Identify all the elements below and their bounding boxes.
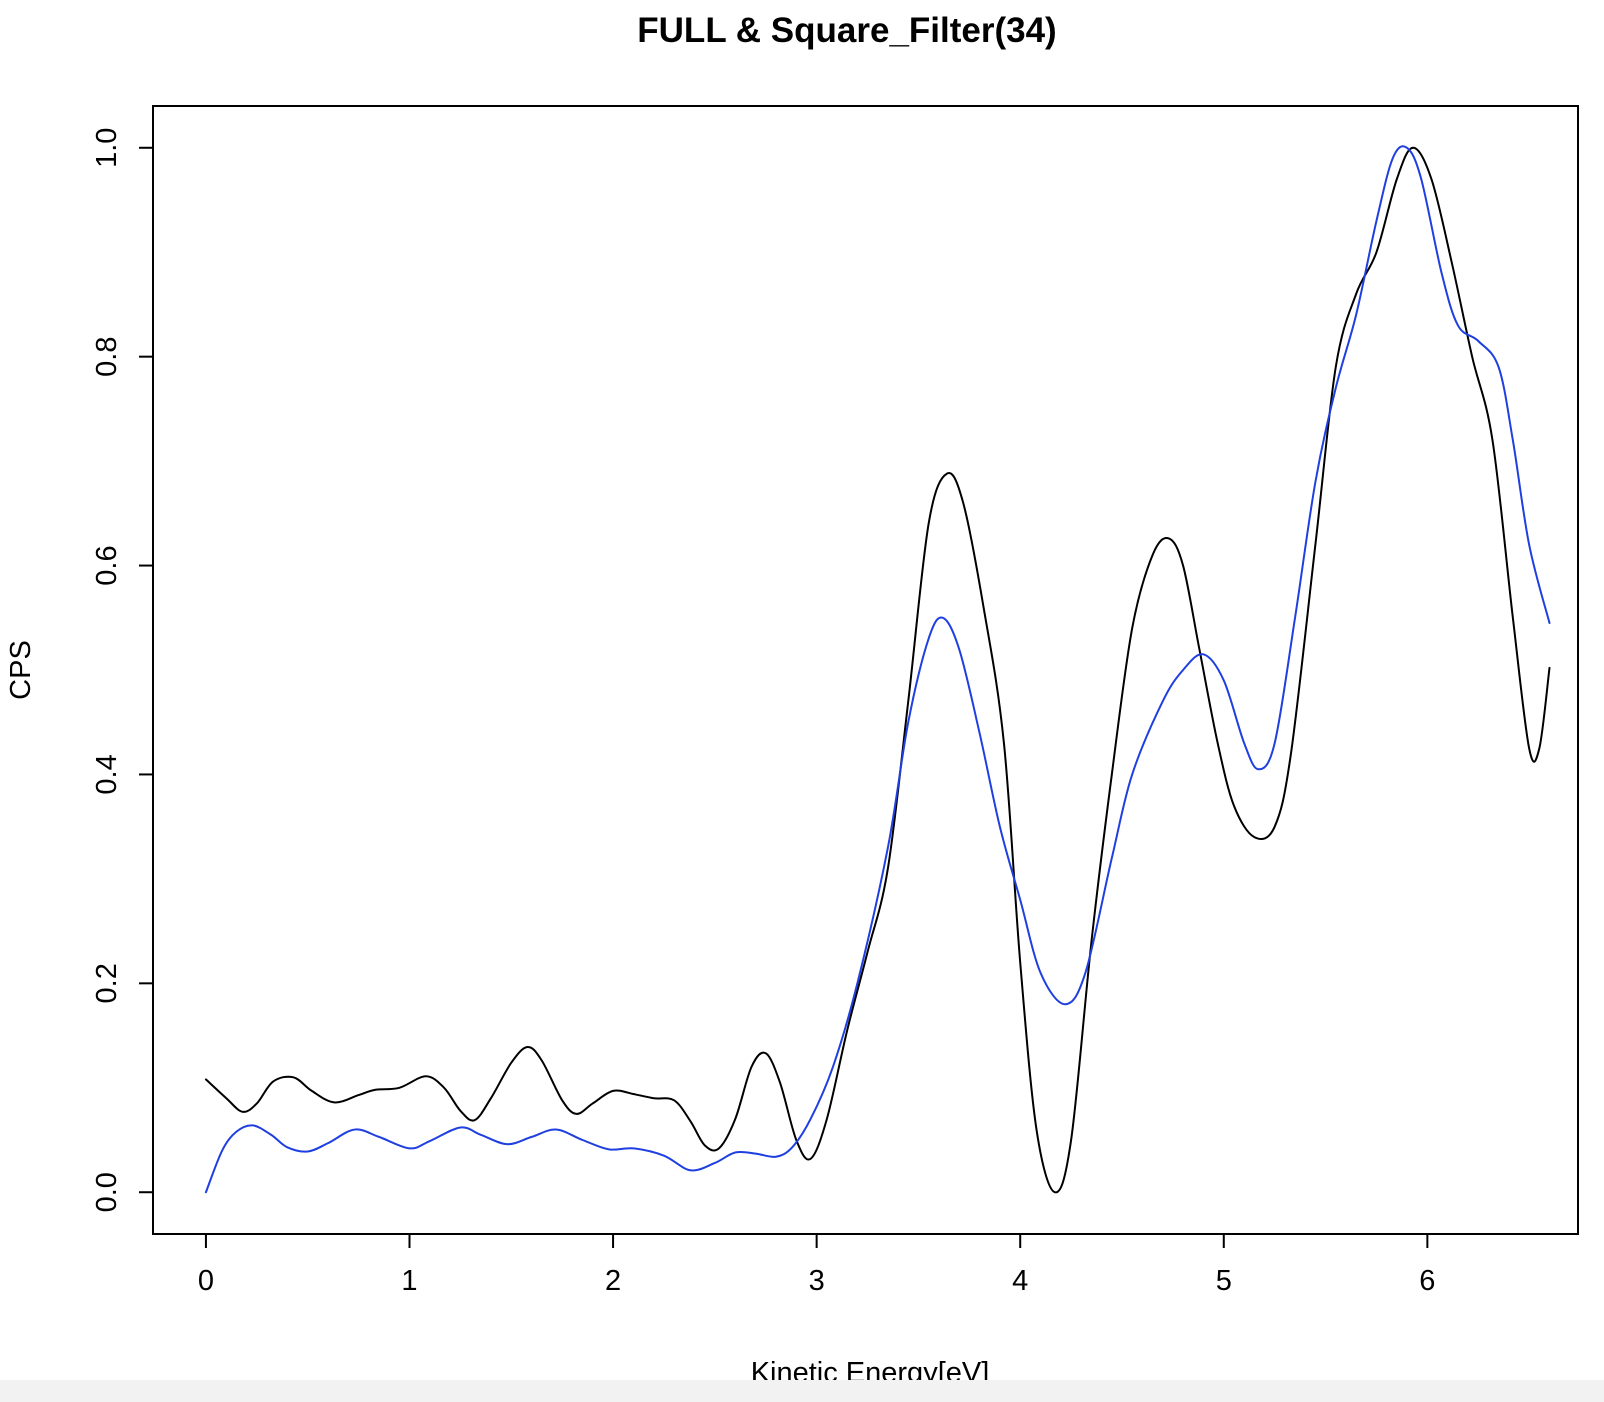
x-tick-label: 1 bbox=[401, 1265, 417, 1297]
x-tick-label: 3 bbox=[809, 1265, 825, 1297]
x-axis: 0 1 2 3 4 5 6 bbox=[198, 1233, 1435, 1297]
y-tick-label: 0.6 bbox=[91, 545, 123, 585]
x-tick-label: 4 bbox=[1012, 1265, 1028, 1297]
x-tick-label: 2 bbox=[605, 1265, 621, 1297]
chart-title: FULL & Square_Filter(34) bbox=[637, 11, 1056, 50]
window-bottom-strip bbox=[0, 1380, 1604, 1402]
y-axis: 0.0 0.2 0.4 0.6 0.8 1.0 bbox=[91, 128, 154, 1212]
y-axis-label: CPS bbox=[5, 640, 37, 700]
x-tick-label: 6 bbox=[1419, 1265, 1435, 1297]
y-tick-label: 0.0 bbox=[91, 1172, 123, 1212]
y-tick-label: 0.2 bbox=[91, 963, 123, 1003]
y-tick-label: 0.4 bbox=[91, 754, 123, 794]
y-tick-label: 0.8 bbox=[91, 337, 123, 377]
series-line-1 bbox=[204, 146, 1551, 1194]
y-tick-label: 1.0 bbox=[91, 128, 123, 168]
series-layer bbox=[204, 145, 1551, 1194]
x-tick-label: 0 bbox=[198, 1265, 214, 1297]
x-tick-label: 5 bbox=[1216, 1265, 1232, 1297]
series-line-2 bbox=[204, 145, 1551, 1194]
